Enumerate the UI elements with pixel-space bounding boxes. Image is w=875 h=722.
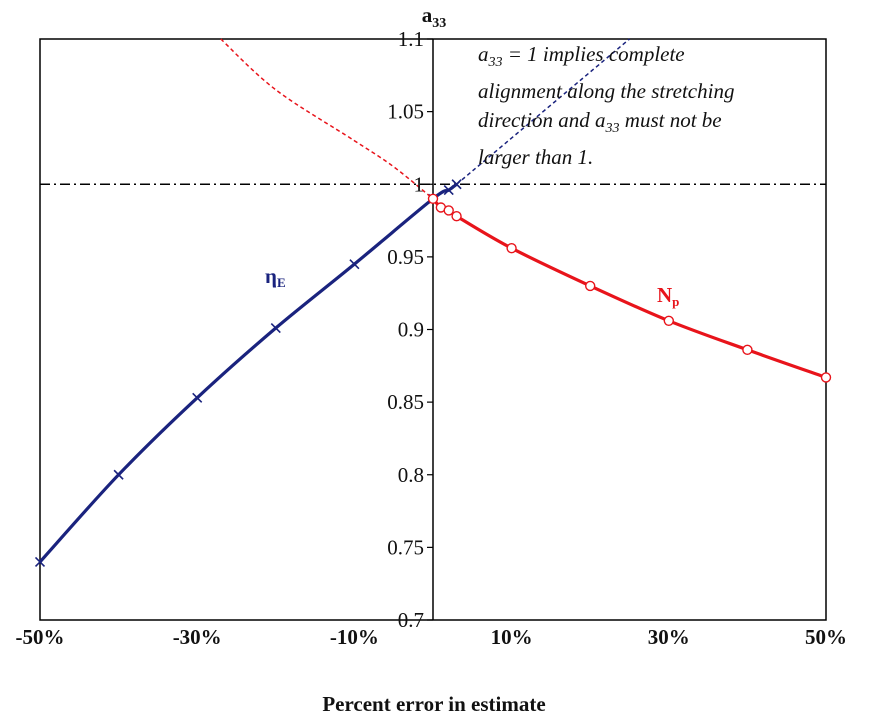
series-extrapolation-line — [456, 38, 630, 185]
series-line — [431, 197, 827, 379]
data-point — [34, 556, 46, 567]
y-tick-label: 0.95 — [387, 245, 424, 269]
y-tick-label: 1.05 — [387, 100, 424, 124]
x-tick-label: -30% — [173, 625, 222, 649]
tick-label-group: 0.7 0.75 0.8 0.85 0.9 0.95 1 1.05 1.1 -50% -30% -10… — [16, 27, 848, 649]
data-point — [427, 193, 439, 204]
series-label-np: Np — [657, 283, 679, 309]
data-point — [270, 322, 281, 334]
x-tick-label: 30% — [648, 625, 690, 649]
annotation-line-4: larger than 1. — [478, 145, 594, 170]
data-point — [585, 280, 596, 292]
data-point — [443, 205, 454, 216]
data-point — [443, 184, 454, 196]
y-tick-label: 0.9 — [398, 318, 424, 342]
y-tick-label: 1 — [414, 172, 425, 196]
data-point — [663, 315, 674, 326]
data-point — [820, 372, 832, 383]
data-point — [742, 344, 753, 356]
series-line — [38, 182, 458, 563]
data-point — [451, 179, 462, 190]
x-axis-title: Percent error in estimate — [322, 692, 545, 716]
x-tick-label: -50% — [16, 625, 65, 649]
y-tick-label: 1.1 — [398, 27, 424, 51]
data-point — [349, 259, 360, 270]
x-tick-label: -10% — [330, 625, 379, 649]
annotation-text: a33 = 1 implies complete alignment along… — [478, 40, 808, 172]
series-label-eta: ηE — [265, 264, 286, 290]
series-extrapolation-line — [220, 38, 434, 200]
annotation-line-2: alignment along the stretching — [478, 79, 735, 104]
y-tick-label: 0.75 — [387, 535, 424, 559]
data-point — [506, 242, 517, 254]
data-point — [192, 392, 203, 403]
data-point — [451, 211, 462, 222]
series-n-p — [220, 38, 832, 383]
x-tick-label: 10% — [491, 625, 533, 649]
y-tick-label: 0.7 — [398, 608, 424, 632]
annotation-line-1: a33 = 1 implies complete — [478, 42, 685, 71]
y-tick-label: 0.8 — [398, 463, 424, 487]
y-tick-label: 0.85 — [387, 390, 424, 414]
annotation-line-3: direction and a33 must not be — [478, 108, 722, 137]
plot-area — [39, 38, 827, 621]
data-point — [113, 469, 124, 480]
y-axis-title: a33 — [422, 3, 447, 31]
x-tick-label: 50% — [805, 625, 847, 649]
series-group — [34, 38, 832, 567]
